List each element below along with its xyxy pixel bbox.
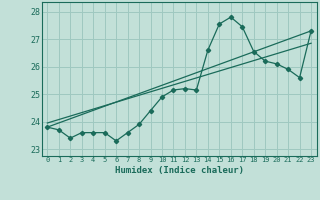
X-axis label: Humidex (Indice chaleur): Humidex (Indice chaleur) (115, 166, 244, 175)
